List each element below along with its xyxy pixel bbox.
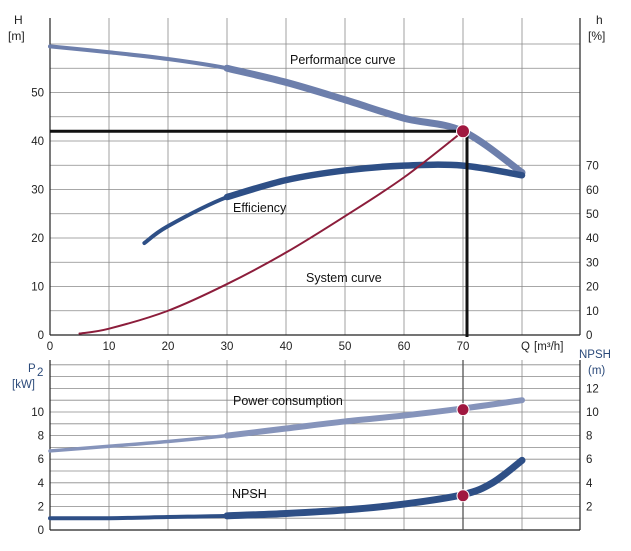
x-axis-unit: [m³/h] [534,341,563,353]
x-tick-label: 50 [339,341,352,353]
top-y-unit: [m] [8,29,25,43]
npsh-curve-range [223,456,526,520]
bottom-y-tick-label: 0 [38,525,44,537]
top-y-tick-label: 10 [31,282,44,294]
x-tick-label: 70 [457,341,470,353]
power-operating-point [456,403,470,417]
system-curve-line [78,130,464,335]
top-y2-label: h [596,13,603,27]
top-y-tick-label: 30 [31,185,44,197]
npsh-label: NPSH [232,487,267,501]
performance-curve [48,44,526,177]
bottom-y-tick-label: 4 [38,478,45,490]
bottom-y-tick-label: 10 [31,407,44,419]
x-tick-label: 40 [280,341,293,353]
bottom-y-tick-label: 8 [38,431,44,443]
top-y-tick-label: 50 [31,88,44,100]
x-tick-label: 20 [162,341,175,353]
bottom-y-label: P [28,363,36,375]
efficiency-curve [142,161,526,246]
top-y2-tick-label: 30 [586,257,599,269]
top-y-label: H [14,13,23,27]
bottom-y2-tick-label: 12 [586,383,599,395]
performance-curve-label: Performance curve [290,53,396,67]
efficiency-curve-range [223,161,526,201]
bottom-y2-tick-label: 6 [586,454,592,466]
bottom-y-label-subscript: 2 [37,367,43,379]
top-y2-tick-label: 0 [586,330,592,342]
top-y-tick-label: 40 [31,136,44,148]
x-tick-label: 10 [103,341,116,353]
npsh-operating-point [456,489,470,503]
bottom-y-unit: [kW] [12,379,35,391]
npsh-curve [48,456,526,521]
top-y-tick-label: 20 [31,233,44,245]
top-y2-tick-label: 40 [586,233,599,245]
x-axis-label: Q [521,341,530,353]
x-tick-label: 30 [221,341,234,353]
bottom-y2-tick-label: 2 [586,501,592,513]
bottom-y-tick-label: 2 [38,501,44,513]
bottom-y2-tick-label: 8 [586,431,592,443]
bottom-y-tick-label: 6 [38,454,44,466]
bottom-y2-tick-label: 10 [586,407,599,419]
system-curve-label: System curve [306,271,382,285]
performance-curve-range [223,64,526,177]
efficiency-label: Efficiency [233,201,287,215]
system-curve [78,130,464,335]
top-y2-unit: [%] [588,29,605,43]
top-y2-tick-label: 70 [586,161,599,173]
efficiency-curve-line [142,162,524,246]
top-y2-tick-label: 10 [586,306,599,318]
x-tick-label: 0 [47,341,53,353]
top-y2-tick-label: 60 [586,185,599,197]
power-consumption-label: Power consumption [233,394,343,408]
x-tick-label: 60 [398,341,411,353]
operating-point-marker [456,124,470,139]
top-y-tick-label: 0 [38,330,44,342]
bottom-y2-tick-label: 4 [586,478,593,490]
bottom-y2-label: NPSH [579,349,611,361]
top-y2-tick-label: 50 [586,209,599,221]
top-y2-tick-label: 20 [586,282,599,294]
bottom-y2-unit: (m) [588,365,605,377]
